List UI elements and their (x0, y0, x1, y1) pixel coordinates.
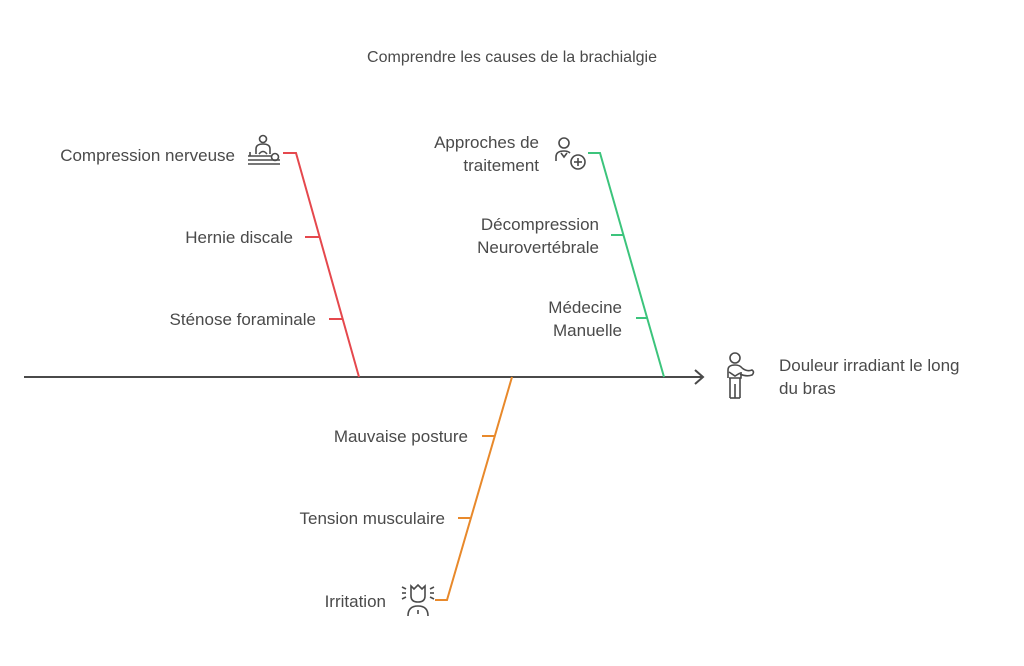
bone-irritation (435, 376, 513, 601)
category-treatment-line2: traitement (463, 156, 539, 175)
cause-decompression-line1: Décompression (480, 215, 599, 234)
doctor-plus-icon (555, 137, 586, 170)
massage-table-person-icon (248, 134, 280, 165)
irritated-person-icon (401, 583, 435, 616)
cause-tension-musculaire: Tension musculaire (299, 509, 445, 528)
person-arm-pain-icon (727, 352, 755, 399)
cause-stenose-foraminale: Sténose foraminale (169, 310, 316, 329)
bone-treatment (588, 152, 665, 378)
cause-medecine-line2: Manuelle (553, 321, 622, 340)
effect-label-line1: Douleur irradiant le long (779, 356, 960, 375)
bone-compression (283, 152, 360, 378)
category-treatment-label: Approches de traitement (380, 131, 539, 177)
effect-label-line2: du bras (779, 379, 836, 398)
category-irritation-label: Irritation (324, 592, 386, 611)
cause-medecine-manuelle: Médecine Manuelle (480, 296, 622, 342)
effect-label: Douleur irradiant le long du bras (779, 354, 960, 400)
category-treatment-line1: Approches de (434, 133, 539, 152)
cause-decompression-line2: Neurovertébrale (477, 238, 599, 257)
cause-decompression: Décompression Neurovertébrale (420, 213, 599, 259)
category-compression-label: Compression nerveuse (60, 146, 235, 165)
cause-mauvaise-posture: Mauvaise posture (333, 427, 468, 446)
spine-arrowhead (694, 369, 705, 385)
cause-hernie-discale: Hernie discale (185, 228, 293, 247)
diagram-title: Comprendre les causes de la brachialgie (367, 49, 657, 66)
cause-medecine-line1: Médecine (548, 298, 622, 317)
